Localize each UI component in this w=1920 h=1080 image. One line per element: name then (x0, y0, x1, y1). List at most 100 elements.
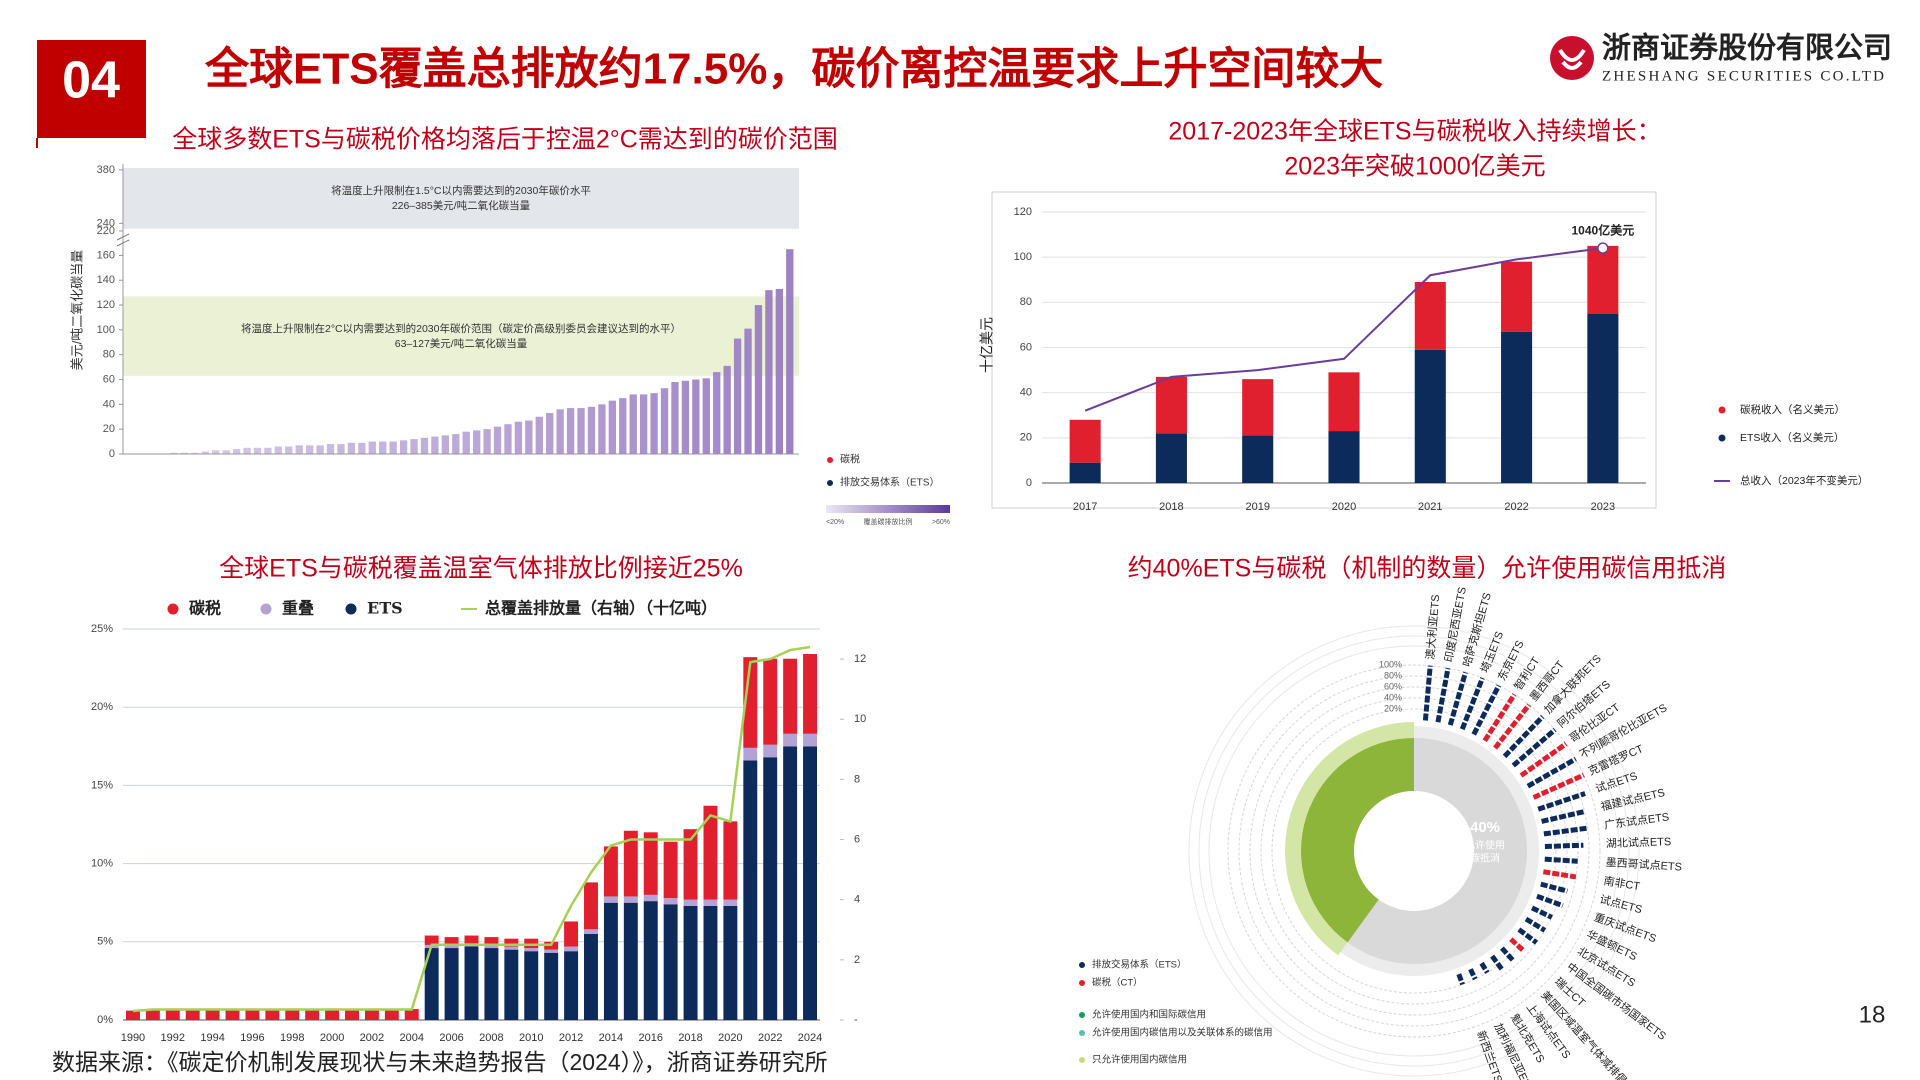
bar (650, 393, 658, 454)
y-tick-label: 60 (1020, 341, 1032, 353)
y-tick-label: 80 (103, 349, 115, 361)
bar (285, 446, 293, 454)
legend-label: 允许使用国内和国际碳信用 (1092, 1009, 1206, 1021)
x-tick-label: 2006 (439, 1032, 463, 1044)
share-ring (1284, 722, 1414, 956)
bar (587, 406, 596, 454)
bar-segment (464, 935, 479, 944)
bar-segment (663, 898, 678, 905)
x-tick-label: 2018 (1159, 501, 1183, 513)
bar-segment (703, 905, 718, 1020)
spoke (1471, 684, 1502, 736)
bar (692, 379, 700, 454)
bar (733, 338, 742, 454)
x-tick-label: 2020 (718, 1032, 742, 1044)
bar-segment (325, 1009, 340, 1020)
bar-segment (265, 1009, 280, 1020)
band-annotation: 63–127美元/吨二氧化碳当量 (395, 337, 528, 350)
bar-segment (663, 904, 678, 1020)
x-tick-label: 2000 (320, 1032, 344, 1044)
bar-segment (783, 733, 798, 747)
ring (1227, 664, 1601, 1038)
page-number: 18 (1859, 1001, 1886, 1028)
legend-label: 碳税收入（名义美元） (1740, 403, 1845, 416)
x-tick-label: 2022 (758, 1032, 782, 1044)
bar-segment (803, 746, 818, 1020)
y-tick-label: 100 (97, 324, 115, 336)
ring (1238, 675, 1590, 1027)
y-tick-label: 240 (97, 217, 115, 229)
bar-segment (225, 1009, 240, 1020)
bar-segment (783, 658, 798, 734)
legend-dot (1718, 406, 1726, 414)
bar-segment (1328, 372, 1360, 432)
y-tick-label: 60 (103, 373, 115, 385)
x-tick-label: 2023 (1591, 501, 1615, 513)
bar-segment (524, 951, 539, 1020)
legend-label: 排放交易体系（ETS） (840, 476, 939, 489)
x-tick-label: 1990 (121, 1032, 145, 1044)
y-tick-label: 40 (103, 398, 115, 410)
bar-segment (603, 846, 618, 897)
bar-segment (743, 760, 758, 1020)
bar-segment (125, 1010, 140, 1020)
spoke (1422, 665, 1433, 721)
bar-segment (803, 654, 818, 734)
spoke (1530, 905, 1553, 920)
bar (619, 398, 627, 454)
x-tick-label: 2019 (1245, 501, 1269, 513)
ring-label: 40% (1384, 692, 1402, 702)
spoke-label: 南非CT (1603, 874, 1642, 893)
spoke (1536, 893, 1564, 909)
bar (713, 372, 721, 454)
bar (170, 452, 178, 454)
bar-segment (205, 1009, 220, 1020)
line-end-point (1597, 242, 1609, 254)
bar-segment (305, 1009, 320, 1020)
plot-frame (991, 191, 1657, 509)
bar-segment (603, 896, 618, 903)
bar-segment (743, 747, 758, 761)
legend-dot (260, 603, 272, 615)
x-tick-label: 2002 (360, 1032, 384, 1044)
bar (493, 426, 502, 454)
bar (723, 365, 731, 454)
bar-segment (245, 1009, 260, 1020)
legend-dot (1079, 980, 1085, 986)
bar (452, 434, 460, 454)
ring-label: 80% (1384, 670, 1402, 680)
band-annotation: 将温度上升限制在2°C以内需要达到的2030年碳价范围（碳定价高级别委员会建议达… (241, 322, 681, 335)
chart-title: 全球ETS与碳税覆盖温室气体排放比例接近25% (219, 555, 743, 583)
spoke (1544, 842, 1584, 850)
bar (389, 441, 397, 454)
pie-hole (1354, 791, 1474, 911)
ring (1249, 686, 1579, 1016)
bar-segment (1328, 431, 1360, 483)
bar-segment (1069, 419, 1101, 463)
bar (274, 446, 282, 454)
bar-segment (1242, 379, 1274, 436)
bar (243, 447, 251, 454)
company-name: 浙商证券股份有限公司 (1602, 32, 1892, 65)
value-annotation: 1040亿美元 (1572, 222, 1635, 237)
bar-segment (564, 921, 579, 947)
bar (306, 445, 314, 454)
bar-segment (444, 944, 459, 949)
y2-tick-label: - (854, 1014, 858, 1026)
bar-segment (364, 1009, 379, 1020)
bar-segment (1069, 462, 1101, 483)
spoke (1540, 881, 1568, 894)
y2-tick-label: 10 (854, 713, 866, 725)
bar-segment (504, 946, 519, 950)
chart-title: 2017-2023年全球ETS与碳税收入持续增长： (1168, 118, 1661, 146)
spoke (1526, 756, 1577, 789)
legend-label: 排放交易体系（ETS） (1092, 959, 1186, 971)
gradient-label: >60% (932, 519, 950, 526)
legend-dot (827, 480, 833, 486)
share-text: 碳抵消 (1470, 852, 1500, 865)
share-label: 40% (1470, 819, 1500, 836)
chart-title: 全球多数ETS与碳税价格均落后于控温2°C需达到的碳价范围 (172, 126, 838, 154)
y-tick-label: 10% (91, 858, 113, 870)
bar (546, 413, 554, 454)
bar (556, 409, 564, 454)
